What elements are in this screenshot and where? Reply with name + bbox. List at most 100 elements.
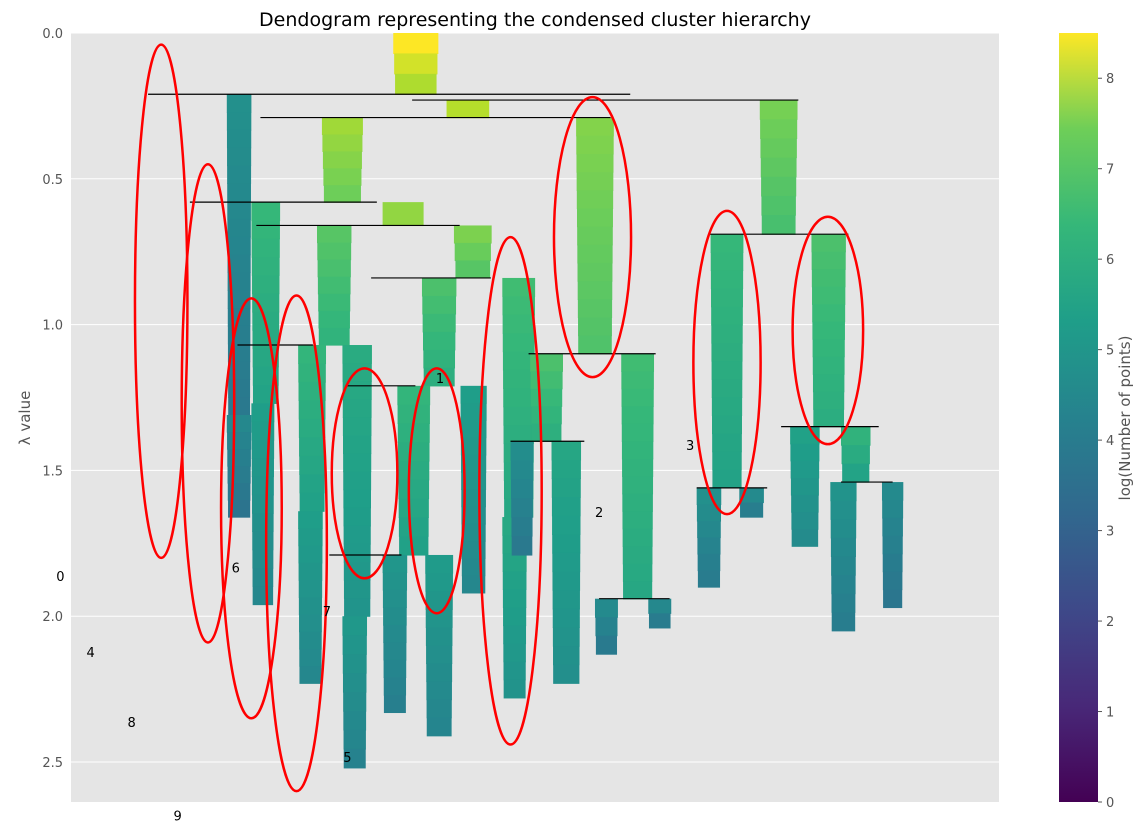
cluster-label: 0 xyxy=(56,570,64,585)
branch-segment xyxy=(398,461,430,481)
y-tick-label: 0.0 xyxy=(42,27,63,42)
branch-segment xyxy=(710,234,744,253)
branch-segment xyxy=(621,406,654,425)
branch-segment xyxy=(382,202,424,227)
branch-segment xyxy=(343,710,367,731)
branch xyxy=(298,511,323,684)
branch-segment xyxy=(398,442,430,462)
branch-segment xyxy=(502,333,535,353)
branch-segment xyxy=(710,252,744,272)
branch-segment xyxy=(299,437,326,457)
branch-segment xyxy=(446,100,490,119)
branch xyxy=(551,441,582,684)
branch-segment xyxy=(343,471,372,491)
branch-segment xyxy=(343,453,372,473)
branch-segment xyxy=(621,371,654,390)
branch-segment xyxy=(578,335,612,355)
branch-segment xyxy=(343,748,366,769)
branch-segment xyxy=(426,645,453,665)
branch-segment xyxy=(251,403,275,423)
branch-segment xyxy=(425,627,453,646)
branch-segment xyxy=(551,497,581,517)
branch-segment xyxy=(576,172,614,191)
branch-segment xyxy=(790,460,820,479)
branch-segment xyxy=(503,661,526,681)
branch-segment xyxy=(228,500,251,518)
branch-segment xyxy=(227,218,251,238)
branch xyxy=(840,426,871,483)
branch-segment xyxy=(343,489,371,509)
branch-segment xyxy=(577,226,613,246)
branch-segment xyxy=(342,417,372,437)
branch-segment xyxy=(552,627,580,647)
branch-segment xyxy=(298,511,323,530)
branch xyxy=(397,385,431,556)
branch-segment xyxy=(576,153,614,173)
branch-segment xyxy=(812,321,845,340)
colorbar-tick-label: 3 xyxy=(1106,525,1114,540)
branch-segment xyxy=(622,493,653,512)
branch-segment xyxy=(343,435,372,455)
branch-segment xyxy=(551,441,582,461)
branch-segment xyxy=(530,388,563,407)
branch-segment xyxy=(761,215,796,235)
branch-segment xyxy=(251,476,274,496)
branch-segment xyxy=(251,257,280,276)
branch-segment xyxy=(710,270,744,290)
y-tick-label: 2.0 xyxy=(42,610,63,625)
branch-segment xyxy=(252,293,280,313)
branch-segment xyxy=(576,190,614,210)
branch-segment xyxy=(621,388,654,407)
branch-segment xyxy=(394,53,438,75)
branch-segment xyxy=(382,554,408,574)
annotations: 0 1 2 3 4 5 6 7 8 9 xyxy=(56,372,694,824)
branch-segment xyxy=(595,635,618,655)
branch-segment xyxy=(252,385,279,404)
branch-segment xyxy=(455,260,491,279)
branch-segment xyxy=(621,353,655,372)
branch-segment xyxy=(228,379,251,398)
branch-segment xyxy=(812,304,846,323)
branch-segment xyxy=(460,403,487,421)
colorbar-tick-label: 1 xyxy=(1106,706,1114,721)
branch-segment xyxy=(393,33,439,55)
branch-segment xyxy=(453,225,492,244)
branch-segment xyxy=(343,507,371,527)
branch-segment xyxy=(299,614,322,633)
branch-segment xyxy=(711,397,743,417)
branch-segment xyxy=(252,513,274,532)
branch-segment xyxy=(552,534,581,554)
branch-segment xyxy=(761,176,797,197)
colorbar xyxy=(1059,33,1098,802)
branch-segment xyxy=(576,208,613,228)
branch-segment xyxy=(830,519,857,539)
branch xyxy=(530,353,563,442)
branch-segment xyxy=(323,168,362,186)
branch-segment xyxy=(251,439,275,459)
branch-segment xyxy=(530,371,563,390)
branch-segment xyxy=(252,275,280,295)
branch-segment xyxy=(576,135,614,155)
branch-segment xyxy=(299,666,322,684)
branch-segment xyxy=(841,445,870,465)
branch-segment xyxy=(830,500,857,520)
branch-segment xyxy=(318,310,350,329)
branch-segment xyxy=(227,325,251,345)
branch-segment xyxy=(552,571,581,591)
branch-segment xyxy=(398,498,429,518)
branch-segment xyxy=(342,673,367,693)
branch-segment xyxy=(831,593,856,613)
selection-ellipse xyxy=(219,297,283,720)
branch-segment xyxy=(740,502,764,518)
branch-segment xyxy=(383,659,407,679)
y-tick-label: 1.5 xyxy=(42,464,63,479)
branch-segment xyxy=(530,353,563,372)
branch-segment xyxy=(812,374,845,393)
branch-segment xyxy=(383,624,407,644)
branch-segment xyxy=(425,554,454,574)
selection-ellipse xyxy=(552,95,633,379)
branch-segment xyxy=(696,487,722,506)
branch-segment xyxy=(882,553,903,573)
branch-segment xyxy=(423,349,456,369)
